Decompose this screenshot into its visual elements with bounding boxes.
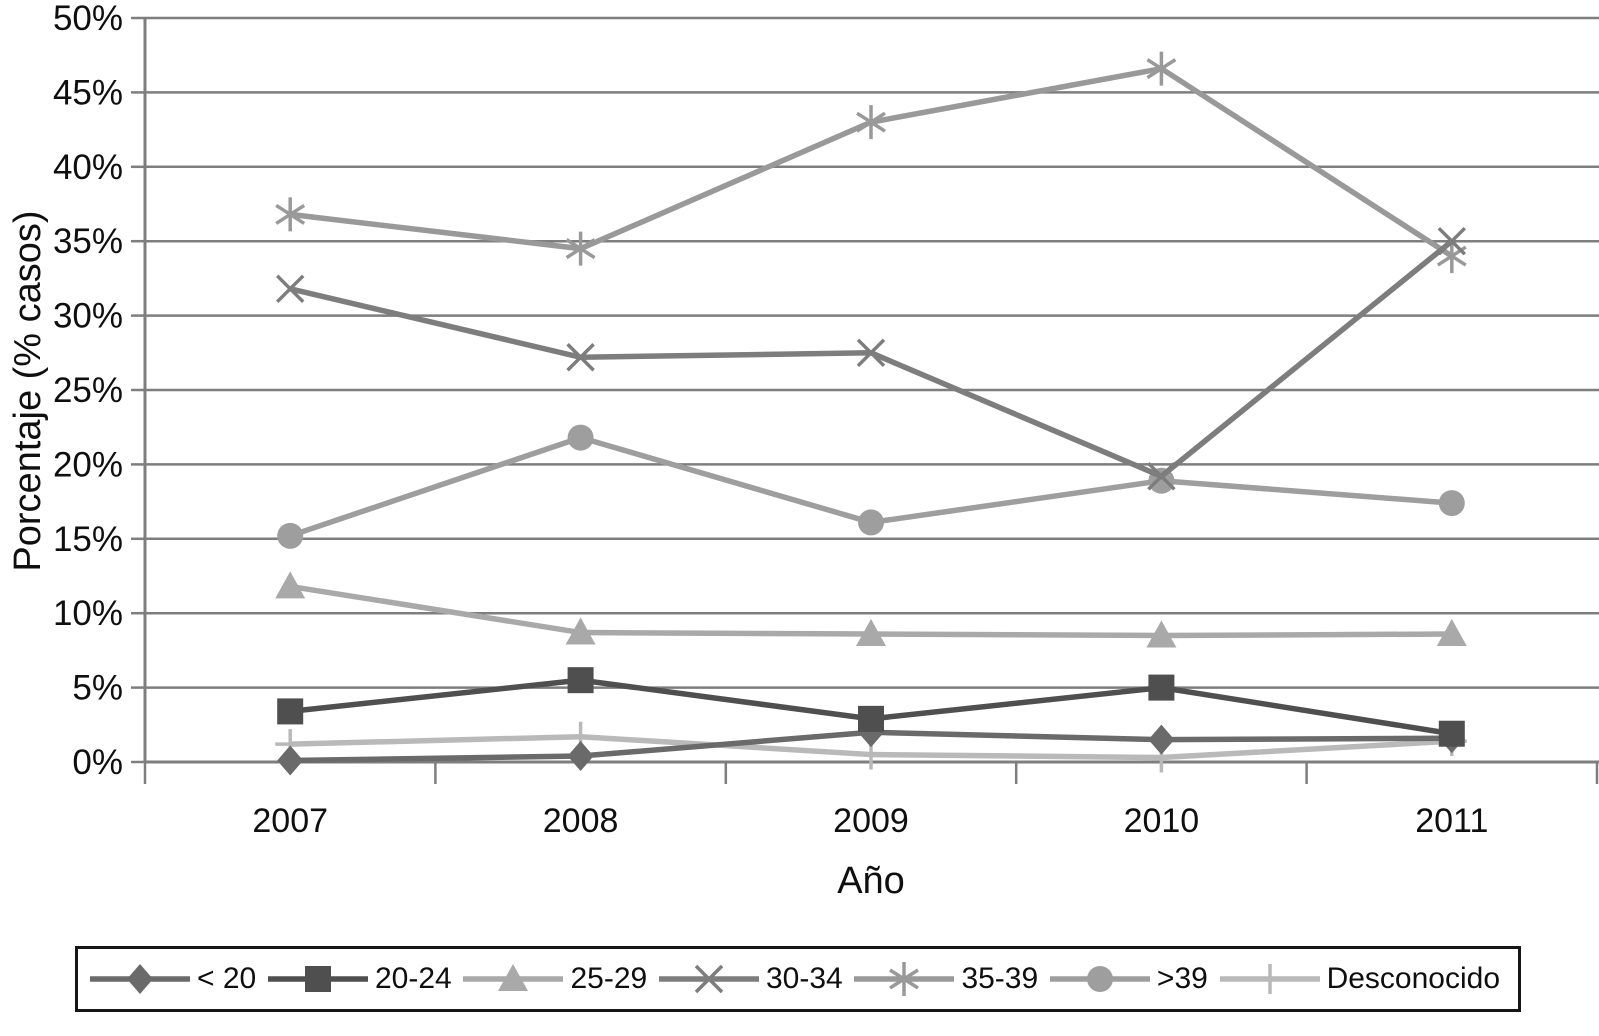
series-30-34 xyxy=(275,226,1467,491)
series-20-24 xyxy=(277,667,1465,747)
marker-x-icon xyxy=(275,274,305,304)
marker-x-icon xyxy=(1147,462,1176,491)
marker-square-icon xyxy=(1148,674,1175,701)
series--39 xyxy=(277,424,1465,549)
marker-asterisk-icon xyxy=(856,105,886,140)
y-tick-label: 50% xyxy=(53,0,123,38)
legend-triangle-sample-icon xyxy=(463,964,564,991)
y-tick-label: 10% xyxy=(53,594,123,633)
y-tick-label: 5% xyxy=(72,669,123,708)
legend-diamond-sample-icon xyxy=(90,964,190,994)
x-tick-label: 2010 xyxy=(1124,802,1200,840)
y-tick-label: 25% xyxy=(53,371,123,410)
marker-circle-icon xyxy=(1438,490,1465,517)
x-tick-label: 2008 xyxy=(543,802,619,840)
y-axis-title: Porcentaje (% casos) xyxy=(7,210,49,572)
y-tick-label: 30% xyxy=(53,297,123,336)
legend-x-sample-icon xyxy=(658,964,759,994)
legend-item-30-34: 30-34 xyxy=(658,960,843,998)
legend-label: 30-34 xyxy=(765,962,843,995)
marker-asterisk-icon xyxy=(275,197,306,232)
marker-diamond-icon xyxy=(277,745,304,776)
legend-item--20: < 20 xyxy=(90,960,256,998)
legend-circle-sample-icon xyxy=(1049,966,1150,992)
series-line xyxy=(289,239,1454,480)
marker-asterisk-icon xyxy=(1146,51,1177,86)
marker-triangle-icon xyxy=(1436,619,1467,647)
y-tick-label: 20% xyxy=(53,445,123,484)
marker-square-icon xyxy=(858,705,884,732)
legend-label: >39 xyxy=(1156,962,1208,995)
marker-x-icon xyxy=(694,964,724,994)
marker-triangle-icon xyxy=(565,617,596,645)
marker-circle-icon xyxy=(277,522,304,549)
series-25-29 xyxy=(275,571,1467,648)
marker-circle-icon xyxy=(1086,966,1113,992)
x-tick-label: 2009 xyxy=(833,802,909,840)
marker-diamond-icon xyxy=(1148,724,1175,755)
legend-square-sample-icon xyxy=(267,966,368,992)
x-tick-label: 2011 xyxy=(1415,802,1488,840)
marker-triangle-icon xyxy=(856,619,886,647)
series-line xyxy=(289,65,1454,259)
series-35-39 xyxy=(275,51,1467,274)
marker-diamond-icon xyxy=(127,964,153,994)
marker-plus-icon xyxy=(1254,964,1285,994)
marker-square-icon xyxy=(1438,720,1465,747)
line-chart-canvas: 0% 5% 10% 15% 20% 25% 30% 35% 40% 45% 50% 2007 2008 2… xyxy=(53,0,1599,840)
marker-square-icon xyxy=(277,698,304,725)
y-tick-label: 35% xyxy=(53,222,123,261)
legend: < 20 20-24 25-29 30-34 35-39 >39 Desconocido xyxy=(75,946,1521,1012)
legend-label: < 20 xyxy=(197,962,257,995)
marker-triangle-icon xyxy=(1146,620,1177,648)
marker-diamond-icon xyxy=(567,741,594,772)
legend-label: Desconocido xyxy=(1326,962,1500,995)
y-tick-label: 45% xyxy=(53,73,123,112)
legend-item-20-24: 20-24 xyxy=(267,960,452,998)
marker-x-icon xyxy=(566,343,595,372)
marker-square-icon xyxy=(304,966,331,992)
legend-item--39: >39 xyxy=(1049,960,1208,998)
legend-label: 20-24 xyxy=(374,962,452,995)
legend-item-35-39: 35-39 xyxy=(854,960,1038,998)
marker-asterisk-icon xyxy=(565,231,596,266)
y-tick-label: 40% xyxy=(53,148,123,187)
y-tick-label: 15% xyxy=(53,520,123,559)
legend-item-25-29: 25-29 xyxy=(463,960,647,998)
marker-triangle-icon xyxy=(275,571,306,599)
legend-label: 35-39 xyxy=(961,962,1039,995)
marker-triangle-icon xyxy=(498,964,529,991)
legend-item-Desconocido: Desconocido xyxy=(1219,960,1500,998)
marker-circle-icon xyxy=(567,424,594,451)
x-tick-label: 2007 xyxy=(252,802,328,840)
marker-square-icon xyxy=(567,667,594,694)
marker-circle-icon xyxy=(858,509,884,536)
marker-asterisk-icon xyxy=(889,962,920,996)
marker-x-icon xyxy=(1437,226,1467,256)
marker-x-icon xyxy=(856,338,886,368)
x-axis-title: Año xyxy=(837,860,905,902)
legend-label: 25-29 xyxy=(570,962,648,995)
legend-asterisk-sample-icon xyxy=(854,962,955,996)
legend-plus-sample-icon xyxy=(1219,964,1320,994)
y-tick-label: 0% xyxy=(72,743,123,782)
